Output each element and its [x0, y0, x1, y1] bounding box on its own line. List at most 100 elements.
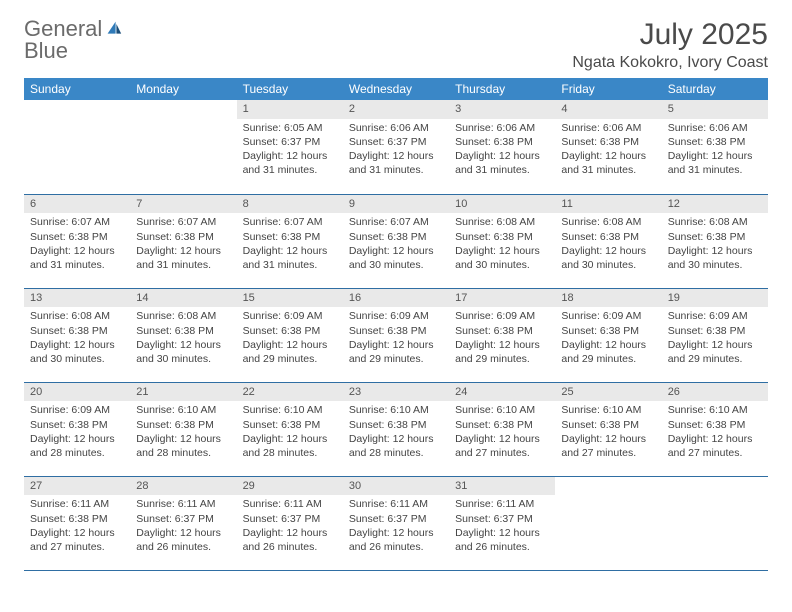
sunset-text: Sunset: 6:38 PM	[136, 418, 230, 432]
day-content: Sunrise: 6:11 AMSunset: 6:37 PMDaylight:…	[343, 495, 449, 558]
sunrise-text: Sunrise: 6:09 AM	[30, 403, 124, 417]
day-number: 14	[130, 289, 236, 308]
sunrise-text: Sunrise: 6:10 AM	[561, 403, 655, 417]
daylight-text: Daylight: 12 hours and 28 minutes.	[136, 432, 230, 460]
calendar-cell: 7Sunrise: 6:07 AMSunset: 6:38 PMDaylight…	[130, 194, 236, 288]
sunset-text: Sunset: 6:38 PM	[136, 230, 230, 244]
calendar-cell: 27Sunrise: 6:11 AMSunset: 6:38 PMDayligh…	[24, 476, 130, 570]
day-content: Sunrise: 6:10 AMSunset: 6:38 PMDaylight:…	[130, 401, 236, 464]
day-content: Sunrise: 6:06 AMSunset: 6:37 PMDaylight:…	[343, 119, 449, 182]
sunrise-text: Sunrise: 6:06 AM	[561, 121, 655, 135]
daylight-text: Daylight: 12 hours and 26 minutes.	[243, 526, 337, 554]
sunset-text: Sunset: 6:38 PM	[243, 324, 337, 338]
calendar-cell: 11Sunrise: 6:08 AMSunset: 6:38 PMDayligh…	[555, 194, 661, 288]
sunset-text: Sunset: 6:38 PM	[561, 418, 655, 432]
sunset-text: Sunset: 6:38 PM	[30, 418, 124, 432]
day-content: Sunrise: 6:08 AMSunset: 6:38 PMDaylight:…	[449, 213, 555, 276]
day-number: 6	[24, 195, 130, 214]
sunset-text: Sunset: 6:37 PM	[349, 512, 443, 526]
calendar-cell: 10Sunrise: 6:08 AMSunset: 6:38 PMDayligh…	[449, 194, 555, 288]
sunset-text: Sunset: 6:38 PM	[349, 324, 443, 338]
day-number: 20	[24, 383, 130, 402]
sunset-text: Sunset: 6:38 PM	[455, 135, 549, 149]
daylight-text: Daylight: 12 hours and 30 minutes.	[668, 244, 762, 272]
day-content: Sunrise: 6:10 AMSunset: 6:38 PMDaylight:…	[449, 401, 555, 464]
sunrise-text: Sunrise: 6:08 AM	[136, 309, 230, 323]
sunrise-text: Sunrise: 6:09 AM	[561, 309, 655, 323]
weekday-header: Sunday	[24, 78, 130, 100]
calendar-cell: 13Sunrise: 6:08 AMSunset: 6:38 PMDayligh…	[24, 288, 130, 382]
calendar-cell: 3Sunrise: 6:06 AMSunset: 6:38 PMDaylight…	[449, 100, 555, 194]
sunrise-text: Sunrise: 6:06 AM	[455, 121, 549, 135]
day-content: Sunrise: 6:11 AMSunset: 6:37 PMDaylight:…	[449, 495, 555, 558]
sunrise-text: Sunrise: 6:09 AM	[349, 309, 443, 323]
day-content: Sunrise: 6:08 AMSunset: 6:38 PMDaylight:…	[24, 307, 130, 370]
weekday-header: Saturday	[662, 78, 768, 100]
sunset-text: Sunset: 6:37 PM	[136, 512, 230, 526]
daylight-text: Daylight: 12 hours and 27 minutes.	[561, 432, 655, 460]
sunrise-text: Sunrise: 6:08 AM	[561, 215, 655, 229]
sunrise-text: Sunrise: 6:08 AM	[30, 309, 124, 323]
day-content: Sunrise: 6:08 AMSunset: 6:38 PMDaylight:…	[662, 213, 768, 276]
header: GeneralBlue July 2025 Ngata Kokokro, Ivo…	[24, 18, 768, 72]
calendar-cell: 19Sunrise: 6:09 AMSunset: 6:38 PMDayligh…	[662, 288, 768, 382]
sunrise-text: Sunrise: 6:07 AM	[136, 215, 230, 229]
calendar-week: 13Sunrise: 6:08 AMSunset: 6:38 PMDayligh…	[24, 288, 768, 382]
daylight-text: Daylight: 12 hours and 31 minutes.	[30, 244, 124, 272]
day-content: Sunrise: 6:10 AMSunset: 6:38 PMDaylight:…	[662, 401, 768, 464]
sunrise-text: Sunrise: 6:11 AM	[30, 497, 124, 511]
sunrise-text: Sunrise: 6:11 AM	[243, 497, 337, 511]
calendar-cell: 5Sunrise: 6:06 AMSunset: 6:38 PMDaylight…	[662, 100, 768, 194]
sunset-text: Sunset: 6:38 PM	[668, 324, 762, 338]
sunrise-text: Sunrise: 6:09 AM	[668, 309, 762, 323]
day-number: 2	[343, 100, 449, 119]
day-number: 26	[662, 383, 768, 402]
sunrise-text: Sunrise: 6:10 AM	[243, 403, 337, 417]
sunrise-text: Sunrise: 6:11 AM	[136, 497, 230, 511]
day-number: 17	[449, 289, 555, 308]
calendar-cell: 31Sunrise: 6:11 AMSunset: 6:37 PMDayligh…	[449, 476, 555, 570]
sunrise-text: Sunrise: 6:06 AM	[349, 121, 443, 135]
day-content: Sunrise: 6:09 AMSunset: 6:38 PMDaylight:…	[24, 401, 130, 464]
sunset-text: Sunset: 6:38 PM	[455, 324, 549, 338]
calendar-cell: 26Sunrise: 6:10 AMSunset: 6:38 PMDayligh…	[662, 382, 768, 476]
calendar-week: 6Sunrise: 6:07 AMSunset: 6:38 PMDaylight…	[24, 194, 768, 288]
day-content: Sunrise: 6:09 AMSunset: 6:38 PMDaylight:…	[237, 307, 343, 370]
sunset-text: Sunset: 6:38 PM	[668, 230, 762, 244]
sunrise-text: Sunrise: 6:07 AM	[349, 215, 443, 229]
daylight-text: Daylight: 12 hours and 28 minutes.	[243, 432, 337, 460]
day-number: 19	[662, 289, 768, 308]
calendar-cell	[24, 100, 130, 194]
daylight-text: Daylight: 12 hours and 30 minutes.	[455, 244, 549, 272]
daylight-text: Daylight: 12 hours and 26 minutes.	[349, 526, 443, 554]
sunrise-text: Sunrise: 6:08 AM	[668, 215, 762, 229]
calendar-cell	[555, 476, 661, 570]
day-content: Sunrise: 6:08 AMSunset: 6:38 PMDaylight:…	[130, 307, 236, 370]
sunrise-text: Sunrise: 6:11 AM	[349, 497, 443, 511]
sunrise-text: Sunrise: 6:10 AM	[668, 403, 762, 417]
day-number: 8	[237, 195, 343, 214]
day-number: 21	[130, 383, 236, 402]
calendar-cell: 25Sunrise: 6:10 AMSunset: 6:38 PMDayligh…	[555, 382, 661, 476]
day-number: 1	[237, 100, 343, 119]
month-title: July 2025	[572, 18, 768, 52]
calendar-cell: 6Sunrise: 6:07 AMSunset: 6:38 PMDaylight…	[24, 194, 130, 288]
sunset-text: Sunset: 6:38 PM	[561, 230, 655, 244]
sunset-text: Sunset: 6:37 PM	[243, 135, 337, 149]
calendar-cell	[662, 476, 768, 570]
calendar-cell: 1Sunrise: 6:05 AMSunset: 6:37 PMDaylight…	[237, 100, 343, 194]
calendar-week: 20Sunrise: 6:09 AMSunset: 6:38 PMDayligh…	[24, 382, 768, 476]
calendar-cell: 21Sunrise: 6:10 AMSunset: 6:38 PMDayligh…	[130, 382, 236, 476]
sunrise-text: Sunrise: 6:10 AM	[349, 403, 443, 417]
daylight-text: Daylight: 12 hours and 29 minutes.	[243, 338, 337, 366]
daylight-text: Daylight: 12 hours and 31 minutes.	[455, 149, 549, 177]
day-content: Sunrise: 6:09 AMSunset: 6:38 PMDaylight:…	[449, 307, 555, 370]
calendar-cell: 18Sunrise: 6:09 AMSunset: 6:38 PMDayligh…	[555, 288, 661, 382]
daylight-text: Daylight: 12 hours and 30 minutes.	[349, 244, 443, 272]
calendar-cell: 29Sunrise: 6:11 AMSunset: 6:37 PMDayligh…	[237, 476, 343, 570]
calendar-cell: 24Sunrise: 6:10 AMSunset: 6:38 PMDayligh…	[449, 382, 555, 476]
sunset-text: Sunset: 6:38 PM	[455, 418, 549, 432]
logo: GeneralBlue	[24, 18, 124, 62]
sunset-text: Sunset: 6:38 PM	[30, 324, 124, 338]
day-content: Sunrise: 6:11 AMSunset: 6:37 PMDaylight:…	[237, 495, 343, 558]
